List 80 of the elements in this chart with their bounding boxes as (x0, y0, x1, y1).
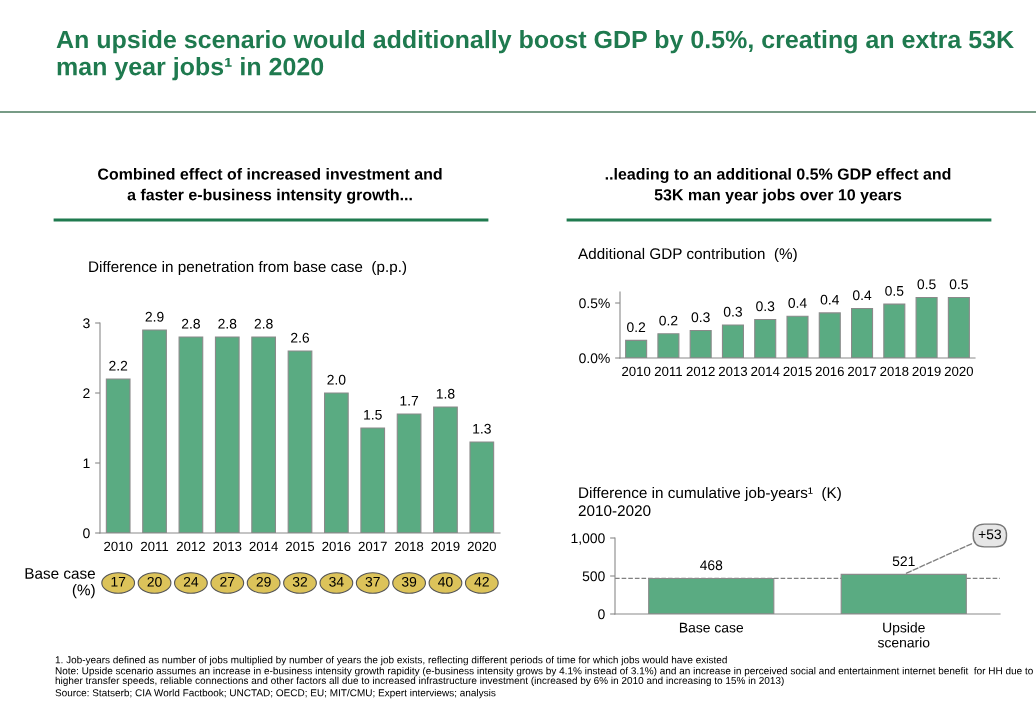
x-tick-label: 2013 (213, 541, 242, 552)
data-label: 0.4 (820, 294, 840, 305)
data-label: 17 (111, 577, 126, 587)
y-axis-title: Difference in penetration from base case (p.p.) (89, 260, 407, 276)
y-tick-label: 0.0% (579, 353, 610, 364)
y-tick-label: 500 (582, 571, 605, 582)
source-note: Source: Statserb; CIA World Factbook; UNCTAD; OECD; EU; MIT/CMU; Expert interviews; analysis (55, 689, 496, 699)
x-tick-label: 2013 (718, 366, 748, 377)
data-label: 0.3 (723, 306, 742, 317)
data-label: 2.8 (218, 318, 237, 329)
x-tick-label: 2016 (322, 541, 351, 552)
data-label: 0.5 (949, 279, 968, 290)
x-tick-label: 2010 (622, 366, 651, 377)
x-tick-label: 2011 (654, 366, 682, 377)
x-tick-label: 2011 (141, 541, 169, 552)
data-label: 521 (892, 556, 915, 567)
x-tick-label: 2020 (944, 366, 974, 377)
text: Note: Upside scenario assumes an increase in e-business intensity growth rapidity (e-business intensity grows by 4.1% instead of 3.1%) and an increase in perceived social and entertainment internet benefit for HH due to higher transfer speeds, reliable connections and other factors all due to increased infrastructure investment (increased by 6% in 2010 and increasing to 15% in 2013) (55, 667, 1033, 687)
x-tick-label: 2018 (880, 366, 909, 377)
data-label: 468 (699, 560, 723, 571)
data-label: 1.7 (400, 396, 419, 406)
y-tick-label: 1,000 (571, 533, 605, 545)
y-tick-label: 3 (83, 318, 90, 329)
x-tick-label: 2015 (783, 366, 812, 377)
x-tick-label: 2016 (815, 366, 844, 377)
data-label: 2.8 (254, 318, 273, 329)
x-tick-label: 2010 (104, 541, 133, 552)
x-tick-label: Upside scenario (877, 622, 930, 648)
data-label: 29 (256, 576, 271, 587)
data-label: 2.0 (327, 374, 346, 385)
x-tick-label: 2020 (467, 541, 496, 552)
chart-subtitle: Combined effect of increased investment and a faster e-business intensity growth... (98, 168, 442, 204)
chart-title: An upside scenario would additionally boost GDP by 0.5%, creating an extra 53K man year jobs¹ in 2020 (56, 30, 1014, 81)
x-tick-label: 2018 (395, 541, 424, 552)
chart-title: ..leading to an additional 0.5% GDP effect and 53K man year jobs over 10 years (605, 168, 951, 204)
data-label: 20 (147, 576, 162, 587)
chart-subtitle: Additional GDP contribution (%) (578, 247, 797, 263)
x-tick-label: 2012 (176, 541, 205, 552)
data-label: 1.5 (364, 410, 382, 420)
data-label: 1.8 (436, 388, 455, 399)
data-label: 42 (474, 576, 489, 587)
y-tick-label: 0.5% (579, 298, 610, 309)
x-tick-label: Base case (679, 622, 744, 633)
x-tick-label: 2012 (686, 366, 715, 377)
data-label: 2.8 (181, 318, 200, 329)
data-label: 37 (365, 576, 380, 587)
annotation: +53 (978, 529, 1002, 540)
x-tick-label: 2014 (751, 366, 780, 377)
data-label: 32 (292, 576, 308, 587)
data-label: 0.3 (756, 301, 775, 312)
text: 1. Job-years defined as number of jobs multiplied by number of years the job exists, reflecting different periods of time for which jobs would have existed (55, 656, 727, 666)
x-tick-label: 2019 (912, 366, 941, 377)
y-tick-label: 0 (83, 528, 90, 539)
data-label: 27 (220, 576, 235, 587)
y-tick-label: 1 (83, 458, 90, 469)
y-tick-label: 0 (598, 609, 605, 620)
data-label: 0.4 (788, 298, 807, 308)
data-label: 0.5 (885, 285, 904, 296)
data-label: 2.9 (145, 311, 164, 322)
chart-title: Difference in cumulative job-years¹ (K) (579, 486, 841, 502)
x-tick-label: 2014 (249, 541, 278, 552)
x-tick-label: 2015 (285, 541, 315, 552)
y-tick-label: 2 (83, 388, 90, 399)
data-label: 0.2 (627, 322, 646, 333)
data-label: 1.3 (473, 423, 491, 434)
data-label: 39 (401, 576, 417, 587)
data-label: 0.5 (917, 279, 936, 290)
chart-subtitle: 2010-2020 (578, 505, 651, 517)
data-label: 0.2 (659, 315, 678, 326)
data-label: 0.4 (852, 290, 872, 301)
data-label: 40 (438, 576, 453, 587)
data-label: 2.2 (109, 360, 128, 371)
data-label: 24 (183, 576, 199, 587)
data-label: 2.6 (291, 332, 310, 343)
text: Base case (%) (25, 568, 95, 599)
x-tick-label: 2017 (358, 541, 387, 552)
x-tick-label: 2017 (848, 366, 877, 377)
data-label: 0.3 (691, 312, 710, 323)
x-tick-label: 2019 (431, 541, 460, 552)
data-label: 34 (329, 576, 344, 587)
